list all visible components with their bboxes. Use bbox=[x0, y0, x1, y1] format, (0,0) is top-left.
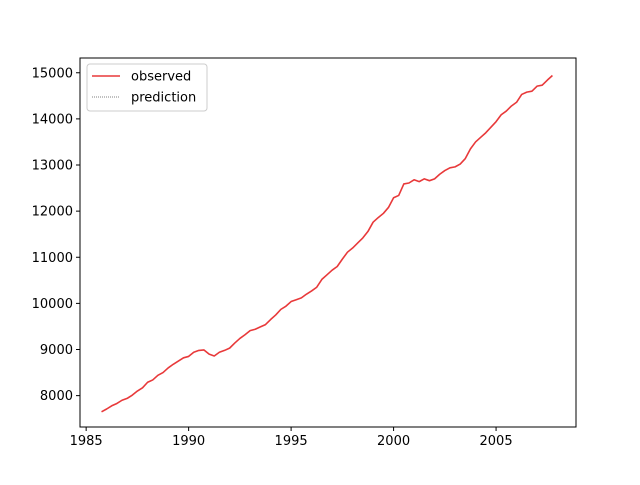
y-axis: 8000 9000 10000 11000 12000 13000 14000 15000 bbox=[32, 66, 80, 404]
y-tick-label: 11000 bbox=[32, 251, 73, 266]
x-tick-label: 1985 bbox=[70, 434, 103, 449]
y-tick-label: 15000 bbox=[32, 66, 73, 81]
y-tick-label: 13000 bbox=[32, 159, 73, 174]
y-tick-label: 14000 bbox=[32, 112, 73, 127]
y-tick-label: 9000 bbox=[40, 343, 73, 358]
x-tick-label: 1995 bbox=[275, 434, 308, 449]
x-tick-label: 2000 bbox=[377, 434, 410, 449]
x-tick-label: 2005 bbox=[480, 434, 513, 449]
y-tick-label: 10000 bbox=[32, 297, 73, 312]
legend: observed prediction bbox=[86, 63, 208, 112]
series-lines bbox=[101, 74, 553, 413]
x-tick-label: 1990 bbox=[172, 434, 205, 449]
series-line-observed bbox=[101, 74, 553, 413]
y-tick-label: 8000 bbox=[40, 389, 73, 404]
y-tick-label: 12000 bbox=[32, 205, 73, 220]
x-axis: 1985 1990 1995 2000 2005 bbox=[70, 427, 513, 449]
legend-label-prediction: prediction bbox=[131, 91, 196, 106]
axes-frame bbox=[79, 57, 577, 428]
legend-label-observed: observed bbox=[131, 70, 191, 85]
